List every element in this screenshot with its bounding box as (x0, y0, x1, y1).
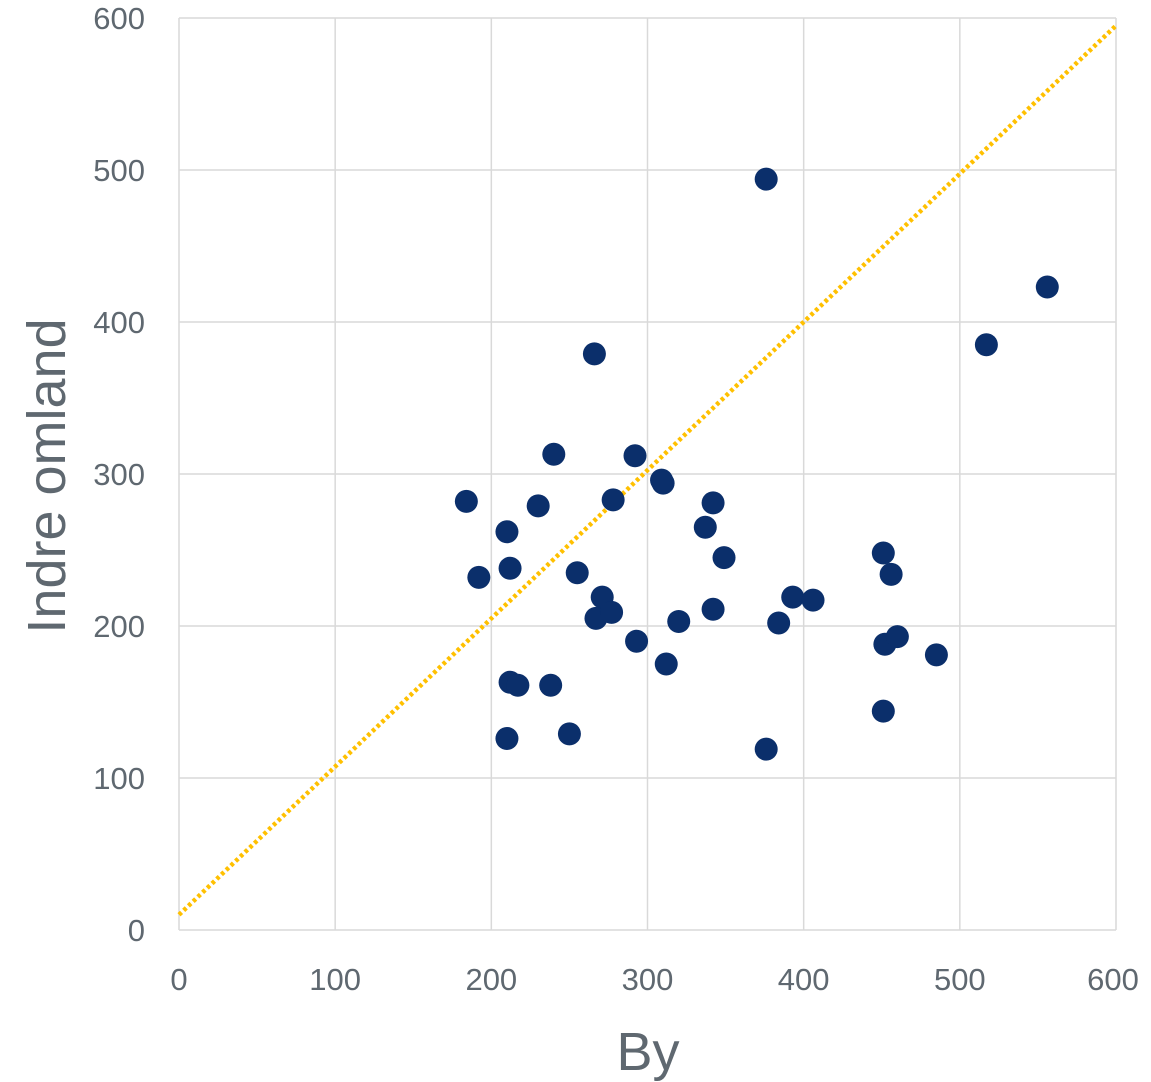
y-axis-title: Indre omland (17, 318, 77, 633)
x-tick-label: 600 (1087, 962, 1139, 997)
data-point (601, 488, 625, 512)
x-tick-labels: 0 100 200 300 400 500 600 (170, 962, 1138, 997)
data-point (495, 726, 519, 750)
data-point (767, 611, 791, 635)
y-tick-label: 400 (93, 305, 145, 340)
data-point (871, 541, 895, 565)
data-point (712, 546, 736, 570)
y-tick-label: 300 (93, 457, 145, 492)
reference-line (177, 23, 1118, 917)
data-point (498, 556, 522, 580)
data-point (539, 673, 563, 697)
y-tick-label: 200 (93, 609, 145, 644)
y-tick-labels: 0 100 200 300 400 500 600 (93, 1, 145, 948)
data-point (506, 673, 530, 697)
reference-line-layer (177, 23, 1118, 917)
data-point (693, 515, 717, 539)
data-point (701, 597, 725, 621)
data-point (557, 722, 581, 746)
data-point (565, 561, 589, 585)
grid (178, 17, 1117, 931)
data-point (801, 588, 825, 612)
data-point (495, 520, 519, 544)
x-axis-title: By (616, 1022, 679, 1082)
data-point (667, 609, 691, 633)
x-tick-label: 0 (170, 962, 187, 997)
x-tick-label: 300 (622, 962, 674, 997)
data-point (871, 699, 895, 723)
data-point (754, 737, 778, 761)
data-point (701, 491, 725, 515)
data-point (467, 565, 491, 589)
data-point (974, 333, 998, 357)
data-point (625, 629, 649, 653)
data-point (623, 444, 647, 468)
y-tick-label: 0 (128, 913, 145, 948)
data-point (924, 643, 948, 667)
data-point (651, 471, 675, 495)
data-point (879, 562, 903, 586)
x-tick-label: 400 (778, 962, 830, 997)
y-tick-label: 100 (93, 761, 145, 796)
x-tick-label: 500 (934, 962, 986, 997)
x-tick-label: 100 (309, 962, 361, 997)
y-tick-label: 500 (93, 153, 145, 188)
data-point (582, 342, 606, 366)
data-point (542, 442, 566, 466)
data-point (1035, 275, 1059, 299)
data-point (600, 600, 624, 624)
y-tick-label: 600 (93, 1, 145, 36)
x-tick-label: 200 (465, 962, 517, 997)
data-point (654, 652, 678, 676)
data-point (781, 585, 805, 609)
data-point (885, 625, 909, 649)
data-points (454, 167, 1059, 761)
data-point (754, 167, 778, 191)
data-point (526, 494, 550, 518)
data-point (454, 489, 478, 513)
